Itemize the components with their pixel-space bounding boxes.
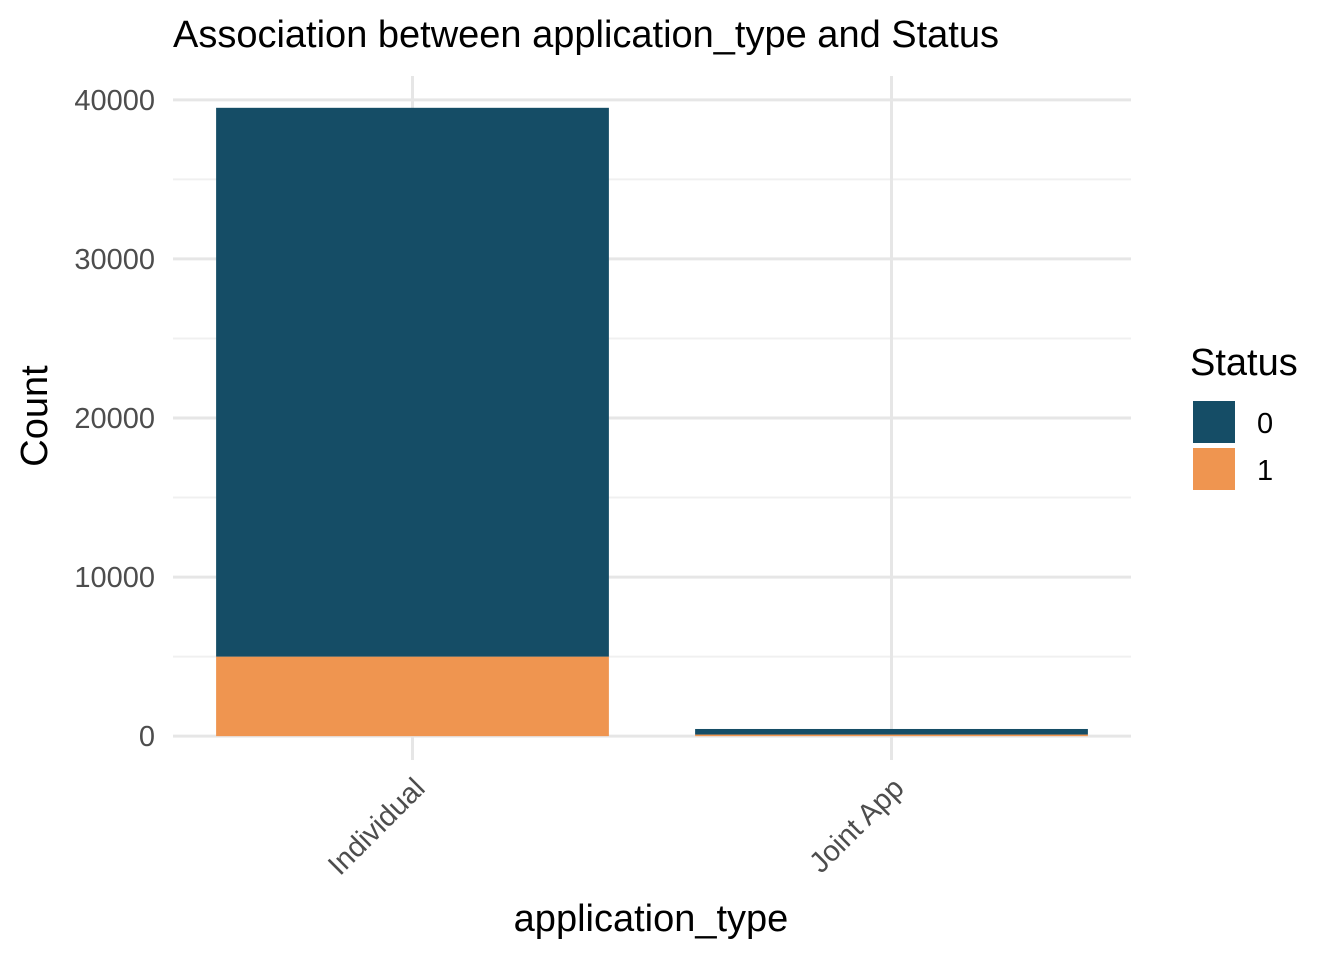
legend-key-1 — [1193, 448, 1235, 490]
legend-label: 1 — [1257, 455, 1273, 487]
y-tick-label: 0 — [139, 721, 155, 753]
bar-1-status-1 — [216, 656, 609, 737]
y-tick-label: 20000 — [74, 403, 155, 435]
legend-key-0 — [1193, 401, 1235, 443]
y-tick-label: 40000 — [74, 85, 155, 117]
x-tick-label: Joint App — [803, 772, 910, 879]
x-tick-label: Individual — [322, 772, 431, 881]
bar-2-status-1 — [695, 734, 1088, 737]
y-tick-label: 30000 — [74, 244, 155, 276]
chart-title: Association between application_type and… — [173, 14, 999, 56]
legend: Status 0 1 — [1190, 342, 1298, 490]
x-axis-ticks: Individual Joint App — [322, 772, 910, 881]
legend-label: 0 — [1257, 408, 1273, 440]
legend-title: Status — [1190, 342, 1298, 384]
bar-1-status-0 — [216, 107, 609, 657]
y-axis-ticks: 0 10000 20000 30000 40000 — [74, 85, 155, 753]
bars — [216, 107, 1088, 737]
y-tick-label: 10000 — [74, 562, 155, 594]
bar-2-status-0 — [695, 728, 1088, 735]
y-axis-title: Count — [14, 365, 56, 467]
x-axis-title: application_type — [514, 898, 789, 940]
